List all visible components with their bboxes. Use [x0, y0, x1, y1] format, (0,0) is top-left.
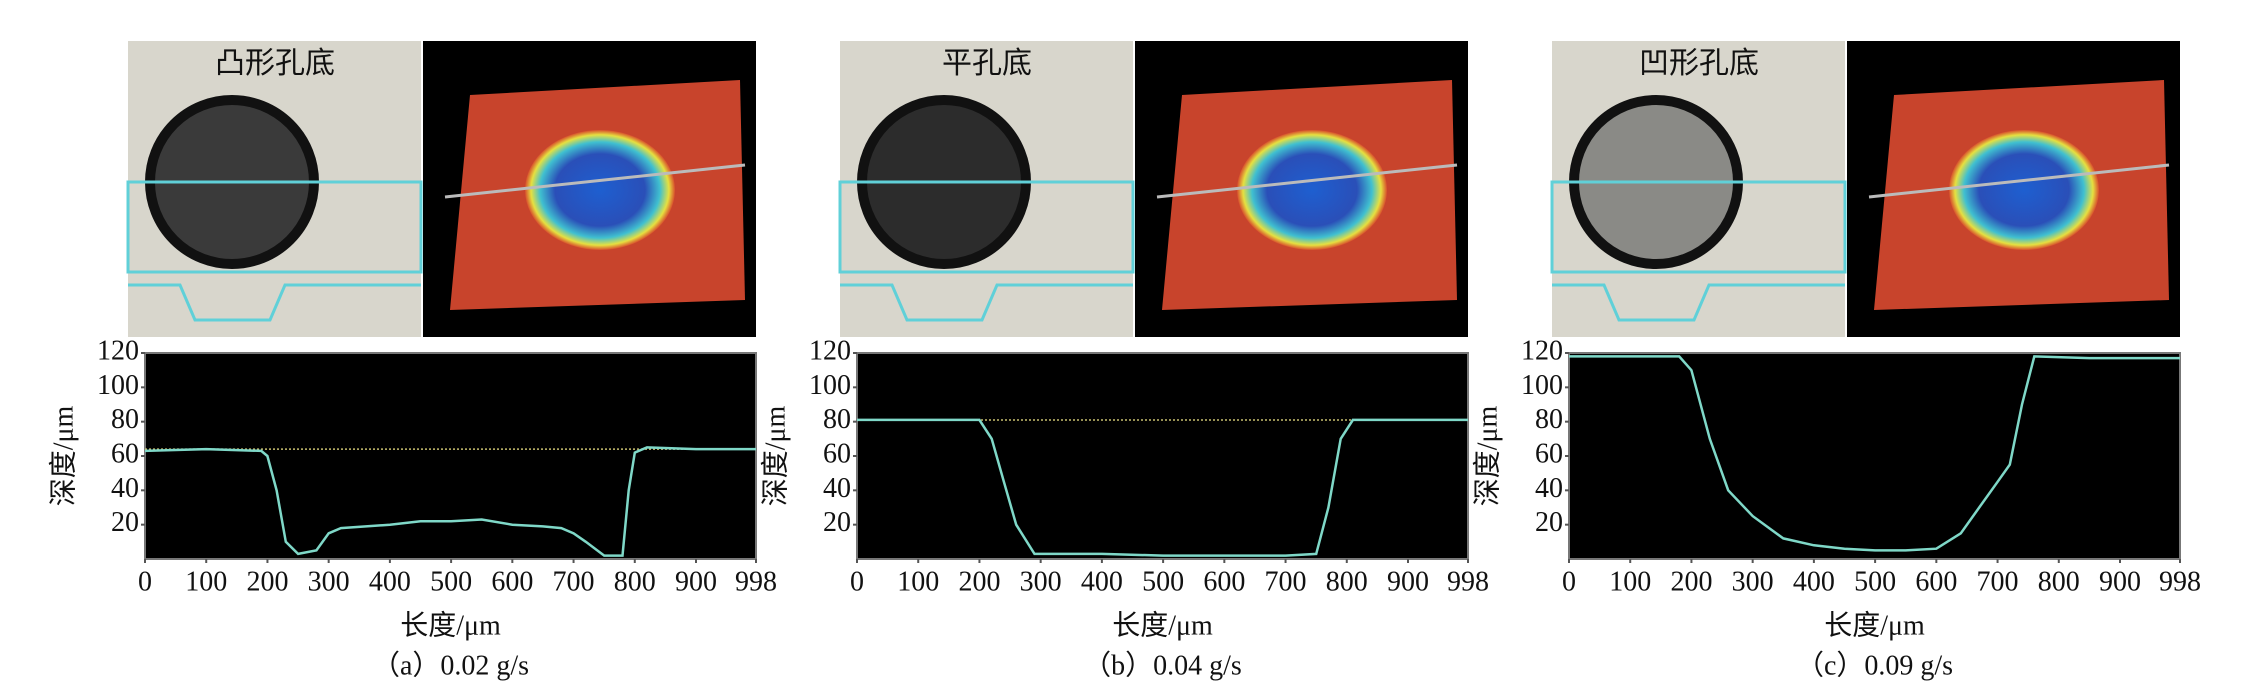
caption: （c）0.09 g/s — [1796, 649, 1953, 681]
y-tick-label: 40 — [1535, 473, 1563, 504]
3d-pit — [1237, 130, 1387, 250]
x-tick-label: 600 — [1915, 566, 1957, 597]
data-line — [1569, 355, 2180, 552]
y-axis-label: 深度/μm — [47, 405, 79, 506]
3d-pit — [1949, 130, 2099, 250]
x-tick-label: 400 — [1793, 566, 1835, 597]
x-tick-label: 300 — [308, 566, 350, 597]
scan-line — [126, 180, 423, 274]
scan-line — [1550, 180, 1847, 274]
x-tick-label: 500 — [430, 566, 472, 597]
x-tick-label: 800 — [1326, 566, 1368, 597]
x-axis-label: 长度/μm — [400, 609, 501, 641]
y-tick-label: 100 — [1521, 370, 1563, 401]
y-tick-label: 80 — [111, 404, 139, 435]
scan-profile — [1552, 283, 1845, 322]
y-tick-label: 120 — [97, 335, 139, 366]
x-tick-label: 200 — [1670, 566, 1712, 597]
data-line — [144, 446, 756, 557]
scan-profile — [128, 283, 421, 322]
y-tick-label: 100 — [97, 370, 139, 401]
x-tick-label: 0 — [138, 566, 152, 597]
x-tick-label: 998 — [1447, 566, 1489, 597]
x-tick-label: 998 — [2159, 566, 2201, 597]
x-tick-label: 500 — [1854, 566, 1896, 597]
y-tick-label: 100 — [809, 370, 851, 401]
x-tick-label: 100 — [1609, 566, 1651, 597]
x-tick-label: 100 — [897, 566, 939, 597]
y-axis-label: 深度/μm — [1471, 405, 1503, 506]
x-tick-label: 600 — [1203, 566, 1245, 597]
x-tick-label: 300 — [1020, 566, 1062, 597]
x-tick-label: 700 — [1265, 566, 1307, 597]
y-tick-label: 80 — [823, 404, 851, 435]
x-tick-label: 900 — [2099, 566, 2141, 597]
caption: （a）0.02 g/s — [372, 649, 529, 681]
3d-scan-line — [1156, 163, 1458, 199]
image-label: 凸形孔底 — [215, 47, 335, 80]
plot-area — [1568, 352, 2181, 560]
x-tick-label: 800 — [614, 566, 656, 597]
scan-profile — [840, 283, 1133, 322]
y-tick-label: 60 — [111, 438, 139, 469]
3d-scan-line — [444, 163, 746, 199]
y-tick-label: 20 — [823, 507, 851, 538]
y-tick-label: 60 — [1535, 438, 1563, 469]
y-tick-label: 80 — [1535, 404, 1563, 435]
x-tick-label: 600 — [491, 566, 533, 597]
3d-scan-line — [1868, 163, 2170, 199]
y-tick-label: 20 — [1535, 507, 1563, 538]
x-axis-label: 长度/μm — [1824, 609, 1925, 641]
x-tick-label: 700 — [1977, 566, 2019, 597]
y-tick-label: 60 — [823, 438, 851, 469]
x-tick-label: 400 — [1081, 566, 1123, 597]
x-tick-label: 0 — [850, 566, 864, 597]
x-tick-label: 200 — [958, 566, 1000, 597]
x-tick-label: 800 — [2038, 566, 2080, 597]
x-tick-label: 0 — [1562, 566, 1576, 597]
data-line — [857, 418, 1468, 557]
y-tick-label: 120 — [809, 335, 851, 366]
x-tick-label: 500 — [1142, 566, 1184, 597]
x-tick-label: 700 — [553, 566, 595, 597]
x-axis-label: 长度/μm — [1112, 609, 1213, 641]
y-axis-label: 深度/μm — [759, 405, 791, 506]
plot-area — [144, 352, 757, 560]
x-tick-label: 400 — [369, 566, 411, 597]
y-tick-label: 40 — [111, 473, 139, 504]
scan-line — [838, 180, 1135, 274]
x-tick-label: 900 — [675, 566, 717, 597]
x-tick-label: 998 — [735, 566, 777, 597]
y-tick-label: 20 — [111, 507, 139, 538]
plot-area — [856, 352, 1469, 560]
y-tick-label: 40 — [823, 473, 851, 504]
x-tick-label: 100 — [185, 566, 227, 597]
image-label: 凹形孔底 — [1639, 47, 1759, 80]
image-label: 平孔底 — [942, 47, 1032, 80]
y-tick-label: 120 — [1521, 335, 1563, 366]
caption: （b）0.04 g/s — [1083, 649, 1242, 681]
x-tick-label: 900 — [1387, 566, 1429, 597]
3d-pit — [525, 130, 675, 250]
x-tick-label: 300 — [1732, 566, 1774, 597]
x-tick-label: 200 — [246, 566, 288, 597]
